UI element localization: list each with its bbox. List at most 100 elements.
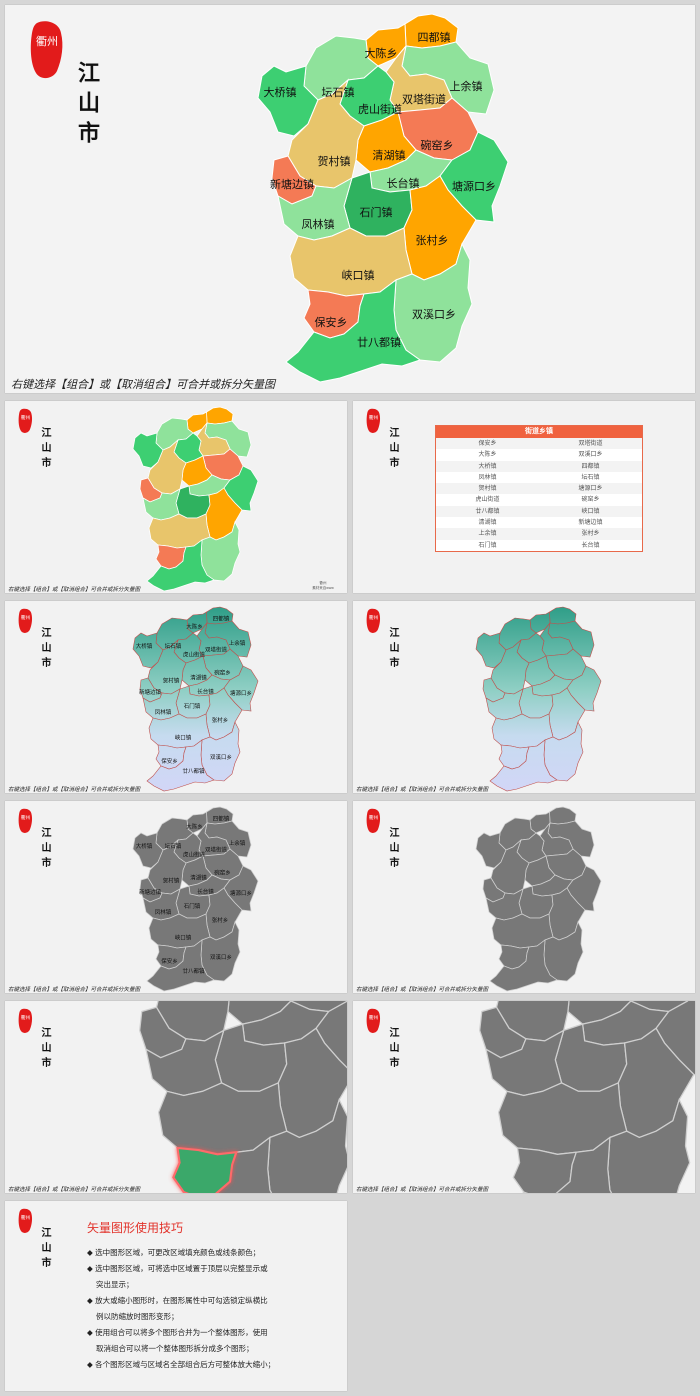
seal-text: 衢州 bbox=[36, 35, 58, 48]
slide-color-map: 衢州 素材来自www 衢州 江山市 右键选择【组合】或【取消组合】可合并或拆分矢量图 bbox=[5, 401, 347, 593]
town-label: 上余镇 bbox=[229, 639, 246, 647]
seal-stamp: 衢州 bbox=[17, 607, 34, 635]
town-label: 碗窑乡 bbox=[214, 869, 231, 877]
town-label: 凤林镇 bbox=[155, 908, 172, 916]
svg-text:衢州: 衢州 bbox=[369, 414, 379, 421]
town-label: 保安乡 bbox=[161, 957, 178, 965]
table-cell: 贺村镇 bbox=[478, 485, 497, 493]
credit-text: 衢州 素材来自www bbox=[312, 581, 334, 590]
region-highlighted[interactable] bbox=[172, 1146, 238, 1193]
slide-gradient: 衢州 江山市 右键选择【组合】或【取消组合】可合并或拆分矢量图 bbox=[353, 601, 695, 793]
table-row: 大桥镇 四都镇 bbox=[436, 460, 642, 472]
table-header: 街道乡镇 bbox=[436, 426, 642, 438]
table-cell: 凤林镇 bbox=[478, 473, 497, 481]
slide-title: 江山市 bbox=[387, 627, 398, 672]
town-label: 保安乡 bbox=[315, 315, 348, 329]
svg-text:衢州: 衢州 bbox=[21, 1214, 31, 1221]
table-cell: 双塔街道 bbox=[578, 440, 603, 447]
town-label: 大陈乡 bbox=[186, 623, 203, 631]
table-cell: 峡口镇 bbox=[581, 507, 600, 515]
slide-main-map: 衢州 江山市 四都镇 大陈乡 大桥镇 坛石镇 上余镇 双塔街道 虎山街道 碗窑乡 贺村镇 清湖镇新… bbox=[5, 5, 695, 393]
table-row: 上余镇 张村乡 bbox=[436, 528, 642, 540]
slide-title: 江山市 bbox=[39, 627, 50, 672]
table-row: 贺村镇 塘源口乡 bbox=[436, 483, 642, 495]
table-row: 清湖镇 新塘边镇 bbox=[436, 517, 642, 528]
slide-title: 江山市 bbox=[39, 827, 50, 872]
seal-stamp-icon: 衢州 bbox=[18, 1008, 33, 1033]
slide-gradient-labeled: 四都镇 大陈乡 大桥镇 坛石镇 上余镇 双塔街道 虎山街道 碗窑乡 贺村镇 清湖镇 新塘边镇 长台镇 塘… bbox=[5, 601, 347, 793]
town-label: 张村乡 bbox=[212, 716, 229, 724]
town-label: 长台镇 bbox=[197, 688, 214, 696]
town-table: 街道乡镇 保安乡 双塔街道 大陈乡 双溪口乡 大桥镇 四都镇 凤林镇 坛石镇 贺村镇 塘源口乡 虎山… bbox=[435, 425, 643, 552]
zoomed-map bbox=[479, 1001, 695, 1194]
town-label: 廿八都镇 bbox=[182, 967, 205, 975]
town-label: 坛石镇 bbox=[165, 642, 182, 650]
table-row: 大陈乡 双溪口乡 bbox=[436, 449, 642, 460]
seal-stamp: 衢州 bbox=[365, 607, 382, 635]
region-nianbadu[interactable] bbox=[489, 739, 558, 792]
seal-stamp-icon: 衢州 bbox=[366, 408, 381, 433]
table-cell: 塘源口乡 bbox=[578, 485, 603, 493]
tips-list: ◆ 选中图形区域，可更改区域填充颜色或线条颜色； ◆ 选中图形区域，可将选中区域置… bbox=[87, 1245, 302, 1373]
slide-title: 江山市 bbox=[387, 427, 398, 472]
region-nianbadu[interactable] bbox=[494, 1136, 635, 1194]
slide-title: 江山市 bbox=[39, 427, 50, 472]
slide-title: 江山市 bbox=[387, 1027, 398, 1072]
town-label: 双溪口乡 bbox=[210, 953, 232, 961]
town-label: 清湖镇 bbox=[190, 674, 207, 682]
slide-title: 江山市 bbox=[39, 1227, 50, 1272]
table-row: 石门镇 长台镇 bbox=[436, 540, 642, 551]
table-row: 虎山街道 碗窑乡 bbox=[436, 494, 642, 505]
town-label: 贺村镇 bbox=[163, 677, 180, 685]
town-label: 塘源口乡 bbox=[230, 689, 252, 697]
town-label: 凤林镇 bbox=[155, 708, 172, 716]
town-label: 长台镇 bbox=[197, 888, 214, 896]
table-cell: 廿八都镇 bbox=[475, 507, 500, 515]
town-label: 贺村镇 bbox=[163, 877, 180, 885]
tip-line: 取消组合可以将一个整体图形拆分成多个图形； bbox=[96, 1344, 254, 1353]
town-label: 四都镇 bbox=[213, 615, 230, 623]
town-label: 新塘边镇 bbox=[270, 177, 314, 191]
town-label: 塘源口乡 bbox=[452, 179, 496, 193]
town-label: 大陈乡 bbox=[186, 823, 203, 831]
region-nianbadu[interactable] bbox=[146, 939, 215, 992]
region-nianbadu[interactable] bbox=[285, 278, 422, 383]
town-label: 长台镇 bbox=[387, 176, 420, 190]
table-cell: 虎山街道 bbox=[475, 496, 500, 504]
town-label: 大桥镇 bbox=[136, 642, 153, 650]
town-label: 双塔街道 bbox=[205, 846, 228, 854]
tip-line: ◆ 各个图形区域与区域名全部组合后方可整体放大缩小； bbox=[87, 1360, 276, 1369]
seal-stamp-icon: 衢州 bbox=[18, 1208, 33, 1233]
instruction-text: 右键选择【组合】或【取消组合】可合并或拆分矢量图 bbox=[356, 987, 489, 993]
region-nianbadu[interactable] bbox=[489, 939, 558, 992]
town-label: 双溪口乡 bbox=[412, 308, 456, 321]
town-label: 坛石镇 bbox=[165, 842, 182, 850]
seal-stamp-icon: 衢州 bbox=[18, 808, 33, 833]
town-label: 张村乡 bbox=[212, 916, 229, 924]
region-nianbadu[interactable] bbox=[146, 539, 215, 592]
tip-line: 突出显示； bbox=[96, 1280, 134, 1289]
town-label: 廿八都镇 bbox=[182, 767, 205, 775]
table-cell: 保安乡 bbox=[478, 440, 497, 447]
table-cell: 大桥镇 bbox=[478, 462, 497, 470]
town-label: 清湖镇 bbox=[373, 148, 406, 162]
table-cell: 双溪口乡 bbox=[578, 451, 603, 459]
svg-text:衢州: 衢州 bbox=[21, 814, 31, 821]
svg-text:衢州: 衢州 bbox=[369, 614, 379, 621]
tips-title: 矢量图形使用技巧 bbox=[87, 1221, 184, 1235]
region-nianbadu[interactable] bbox=[154, 1136, 295, 1194]
table-cell: 坛石镇 bbox=[581, 473, 600, 481]
tip-line: ◆ 选中图形区域，可将选中区域置于顶层以完整显示或 bbox=[87, 1264, 268, 1273]
tip-line: 例以防缩放时图形变形； bbox=[96, 1312, 179, 1321]
instruction-text: 右键选择【组合】或【取消组合】可合并或拆分矢量图 bbox=[8, 987, 141, 993]
town-label: 峡口镇 bbox=[175, 734, 192, 742]
town-label: 凤林镇 bbox=[302, 217, 335, 231]
town-label: 保安乡 bbox=[161, 757, 178, 765]
table-row: 廿八都镇 峡口镇 bbox=[436, 505, 642, 518]
table-cell: 新塘边镇 bbox=[578, 519, 603, 527]
region-nianbadu[interactable] bbox=[146, 739, 215, 792]
table-cell: 大陈乡 bbox=[478, 451, 497, 459]
seal-stamp: 衢州 bbox=[17, 1007, 34, 1035]
town-label: 双塔街道 bbox=[402, 92, 446, 106]
town-label: 石门镇 bbox=[184, 702, 201, 710]
